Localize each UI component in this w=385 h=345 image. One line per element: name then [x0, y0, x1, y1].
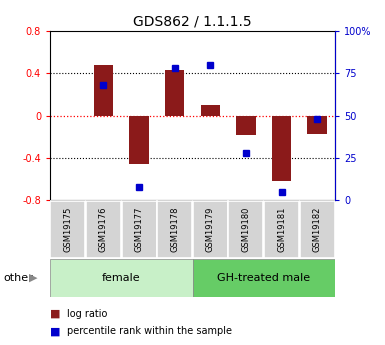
Text: log ratio: log ratio	[67, 309, 108, 319]
Text: GSM19181: GSM19181	[277, 207, 286, 252]
Text: ■: ■	[50, 309, 60, 319]
Bar	[192, 259, 335, 297]
Text: GSM19182: GSM19182	[313, 207, 321, 252]
Text: female: female	[102, 273, 141, 283]
Bar	[157, 201, 192, 258]
Bar	[307, 116, 327, 134]
Bar	[165, 70, 184, 116]
Bar	[94, 65, 113, 116]
Text: ▶: ▶	[29, 273, 37, 283]
Bar	[122, 201, 157, 258]
Bar	[264, 201, 299, 258]
Bar	[50, 201, 85, 258]
Text: GSM19178: GSM19178	[170, 207, 179, 252]
Bar	[193, 201, 228, 258]
Text: ■: ■	[50, 326, 60, 336]
Text: percentile rank within the sample: percentile rank within the sample	[67, 326, 233, 336]
Bar	[86, 201, 121, 258]
Text: GH-treated male: GH-treated male	[217, 273, 310, 283]
Text: GSM19176: GSM19176	[99, 207, 108, 252]
Bar	[300, 201, 335, 258]
Bar	[129, 116, 149, 164]
Bar	[228, 201, 263, 258]
Text: GSM19180: GSM19180	[241, 207, 250, 252]
Text: GSM19177: GSM19177	[135, 207, 144, 252]
Bar	[201, 105, 220, 116]
Text: GSM19175: GSM19175	[64, 207, 72, 252]
Bar	[50, 259, 192, 297]
Bar	[272, 116, 291, 181]
Text: GSM19179: GSM19179	[206, 207, 215, 252]
Text: other: other	[4, 273, 33, 283]
Bar	[236, 116, 256, 135]
Title: GDS862 / 1.1.1.5: GDS862 / 1.1.1.5	[133, 14, 252, 29]
